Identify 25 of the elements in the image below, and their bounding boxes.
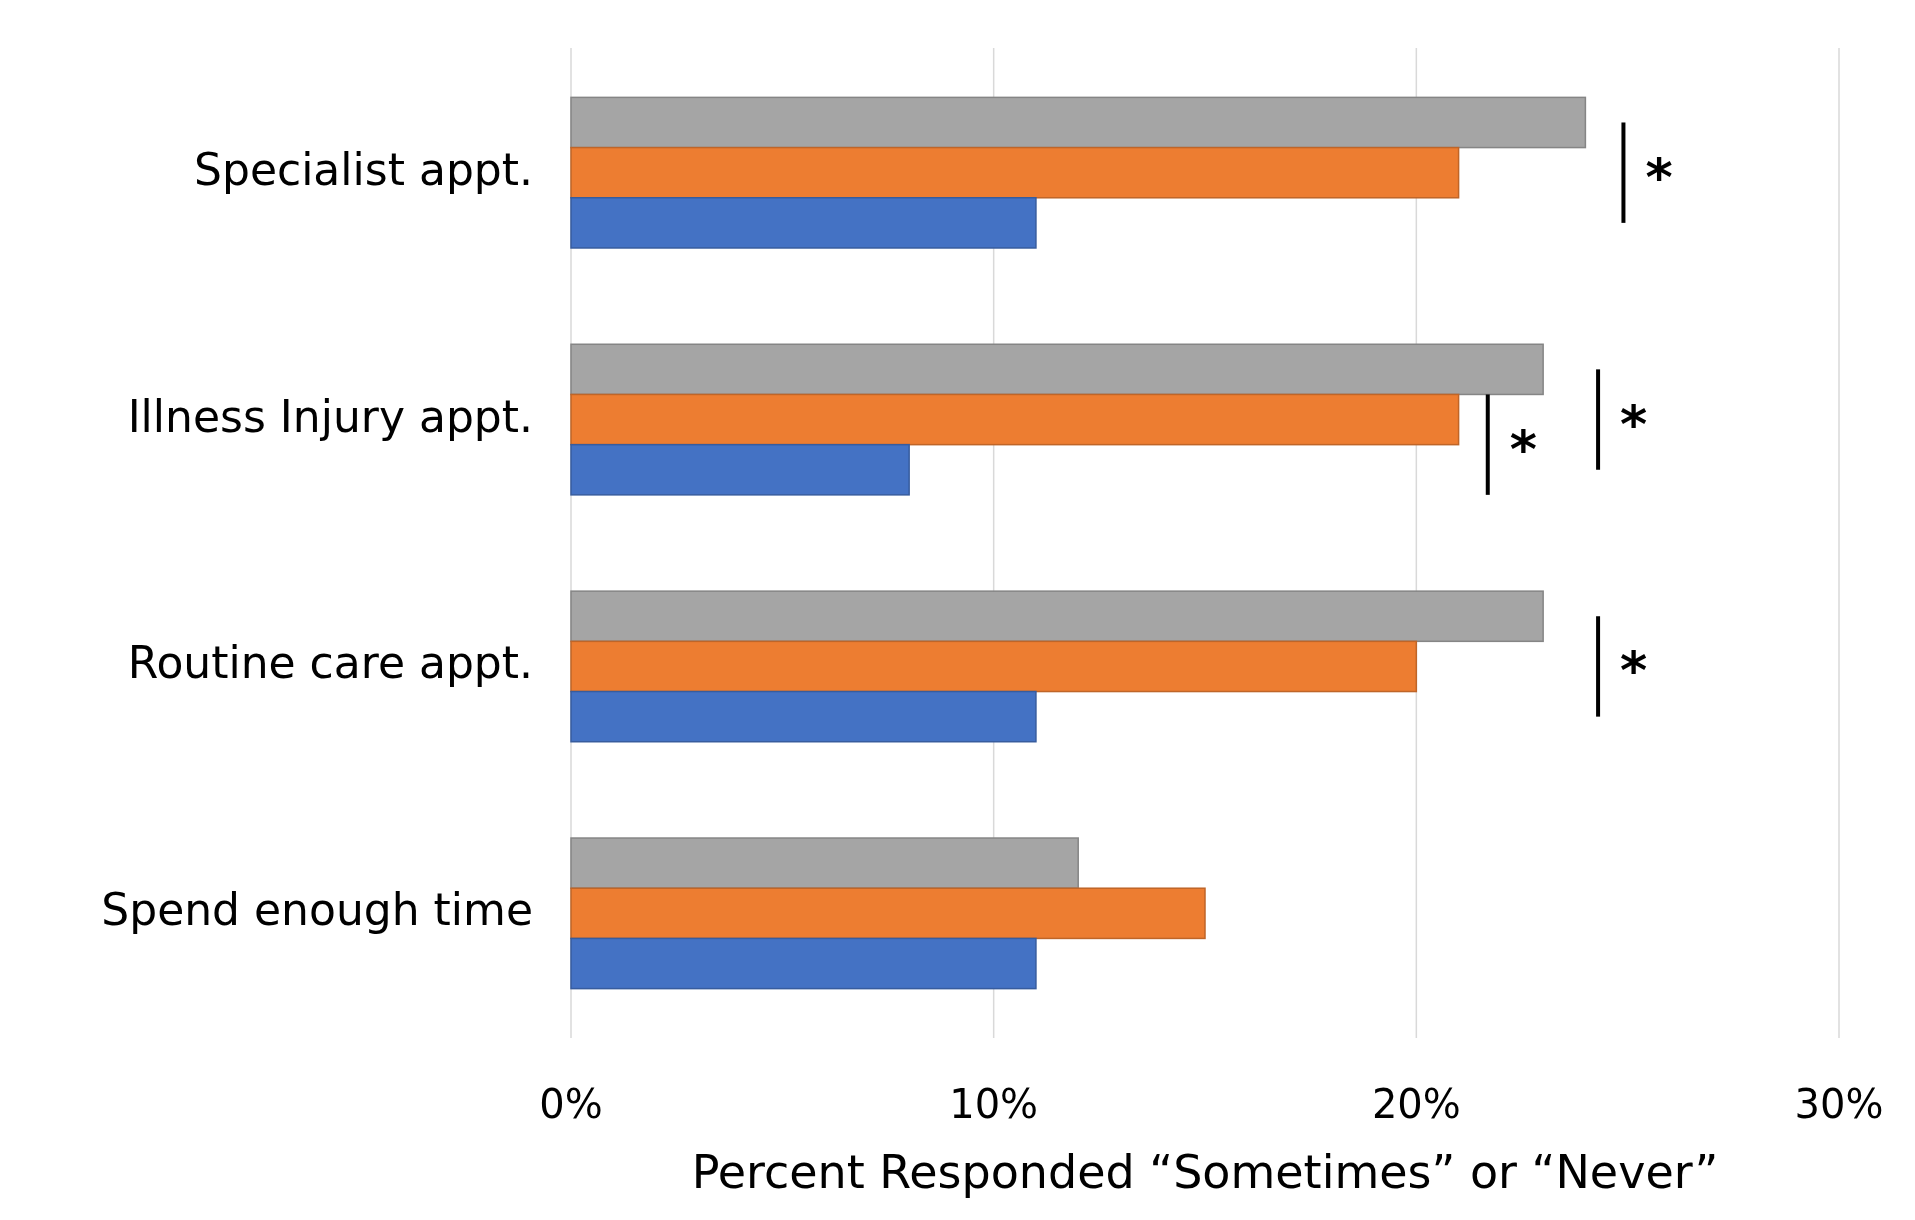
x-axis-title: Percent Responded “Sometimes” or “Never” (691, 1145, 1719, 1199)
y-tick-label: Routine care appt. (127, 637, 533, 689)
bar (570, 443, 910, 496)
x-tick-label: 0% (539, 1081, 603, 1127)
y-tick-label: Specialist appt. (194, 143, 533, 195)
x-tick-label: 30% (1794, 1081, 1884, 1127)
bar (570, 343, 1544, 396)
annotation: * (1620, 640, 1648, 701)
bar (570, 837, 1079, 889)
annotation: * (1620, 393, 1648, 454)
annotation: * (1509, 418, 1537, 479)
bar (570, 690, 1037, 743)
y-tick-label: Illness Injury appt. (127, 390, 533, 442)
bar (570, 197, 1037, 249)
bar (570, 640, 1418, 693)
y-tick-label: Spend enough time (101, 884, 533, 936)
bar (570, 887, 1206, 940)
bar (570, 937, 1037, 990)
annotation: * (1645, 146, 1673, 207)
bar (570, 96, 1587, 149)
bar (570, 590, 1544, 643)
bar (570, 146, 1460, 199)
x-tick-label: 10% (949, 1081, 1039, 1127)
x-tick-label: 20% (1371, 1081, 1461, 1127)
bar (570, 393, 1460, 446)
